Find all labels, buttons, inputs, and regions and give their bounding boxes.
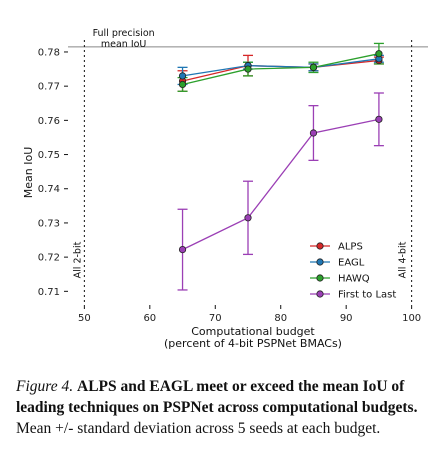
- y-tick-label: 0.72: [38, 253, 60, 264]
- y-tick-label: 0.75: [38, 150, 60, 161]
- data-point: [375, 115, 383, 123]
- y-tick-label: 0.77: [38, 82, 60, 93]
- caption-text: Mean +/- standard deviation across 5 see…: [16, 420, 381, 437]
- y-tick-label: 0.73: [38, 218, 60, 229]
- series-line: [182, 58, 379, 77]
- vertical-marker-label: All 2-bit: [72, 241, 83, 278]
- data-point: [178, 246, 187, 254]
- legend-entry: HAWQ: [338, 274, 370, 285]
- data-point: [244, 65, 252, 73]
- legend-entry: First to Last: [338, 290, 396, 301]
- legend-swatch-marker: [316, 274, 324, 282]
- x-tick-label: 60: [143, 313, 156, 324]
- series-line: [182, 118, 380, 251]
- y-tick-label: 0.71: [38, 287, 60, 298]
- data-point: [309, 129, 318, 137]
- legend-swatch-marker: [316, 242, 324, 250]
- data-point: [375, 50, 383, 58]
- data-point: [309, 63, 318, 71]
- legend-swatch-marker: [316, 258, 324, 266]
- legend-entry: EAGL: [338, 258, 365, 269]
- y-tick-label: 0.78: [38, 47, 60, 58]
- x-tick-label: 100: [402, 313, 421, 324]
- series-line: [182, 53, 380, 86]
- x-tick-label: 50: [78, 313, 91, 324]
- reference-line-label: Full precision: [93, 28, 155, 39]
- data-point: [178, 80, 187, 89]
- legend-entry: ALPS: [338, 242, 363, 253]
- x-tick-label: 80: [274, 313, 287, 324]
- data-point: [244, 214, 252, 222]
- reference-line-label: mean IoU: [101, 39, 147, 50]
- y-tick-label: 0.74: [38, 184, 60, 195]
- y-tick-label: 0.76: [38, 116, 60, 127]
- caption-label: Figure 4.: [16, 378, 74, 395]
- x-tick-label: 90: [340, 313, 353, 324]
- x-tick-label: 70: [209, 313, 222, 324]
- x-axis-label: (percent of 4-bit PSPNet BMACs): [164, 337, 342, 350]
- vertical-marker-label: All 4-bit: [398, 241, 409, 278]
- figure-caption: Figure 4. ALPS and EAGL meet or exceed t…: [16, 376, 440, 439]
- legend-swatch-marker: [316, 290, 324, 298]
- x-axis-label: Computational budget: [191, 325, 315, 338]
- data-point: [178, 72, 187, 80]
- y-axis-label: Mean IoU: [22, 147, 35, 199]
- caption-bold-text: ALPS and EAGL meet or exceed the mean Io…: [16, 378, 418, 416]
